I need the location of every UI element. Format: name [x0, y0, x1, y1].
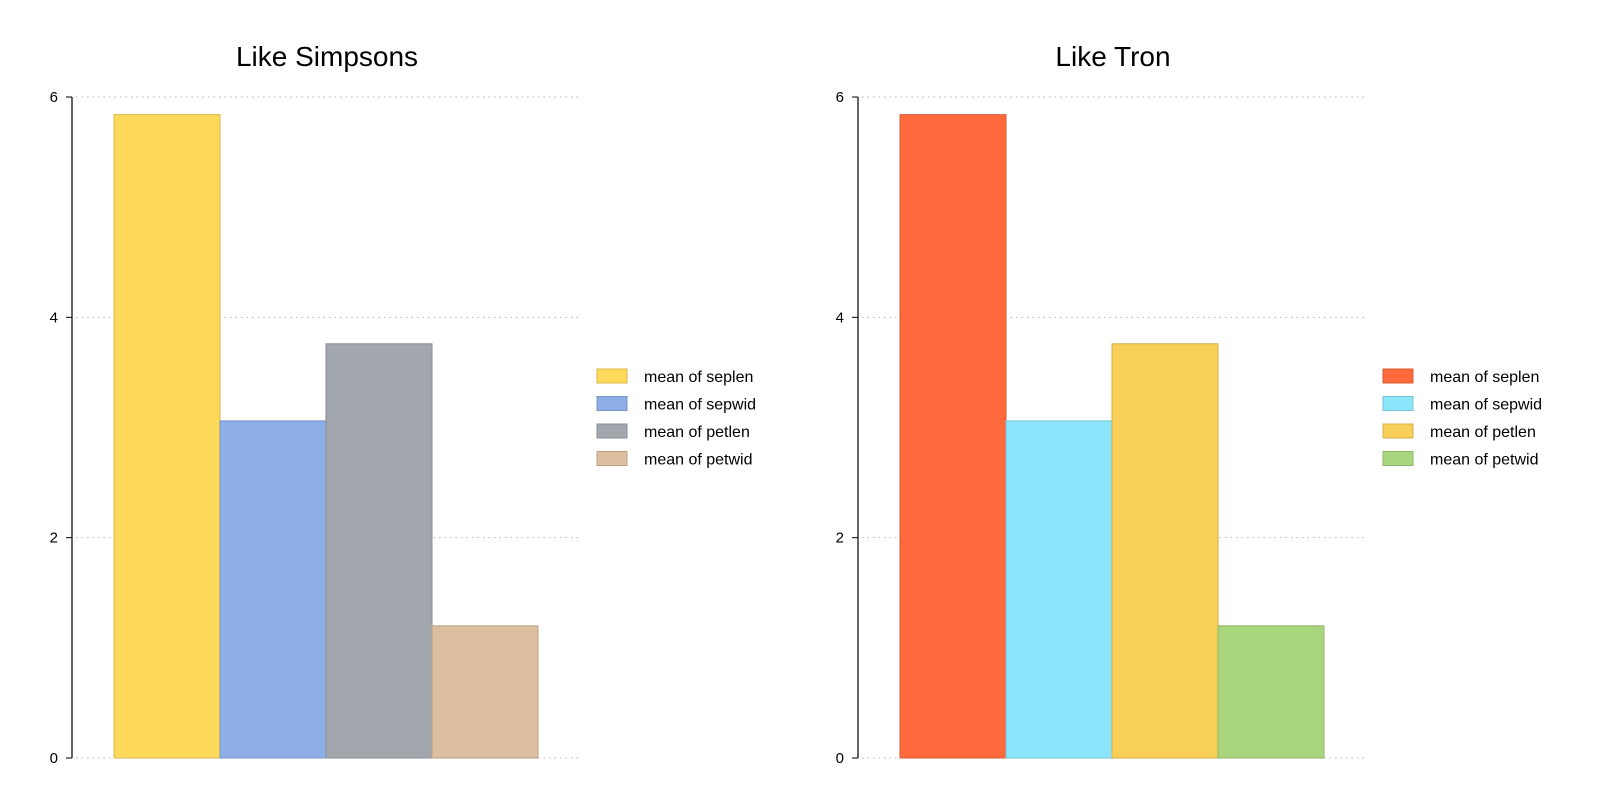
legend-label: mean of sepwid — [644, 397, 756, 414]
chart-panel-tron: Like Tron 0 2 4 6 mean of seplen mean of sepw… — [786, 0, 1586, 800]
y-tick-label: 0 — [836, 750, 844, 767]
legend-label: mean of petwid — [1430, 452, 1539, 469]
bar — [113, 114, 221, 759]
legend-swatch — [596, 396, 628, 411]
bar-chart-simpsons: Like Simpsons 0 2 4 6 mean of seplen mean of … — [50, 41, 756, 767]
chart-title: Like Tron — [1055, 41, 1170, 72]
legend-swatch — [596, 423, 628, 439]
chart-title: Like Simpsons — [236, 41, 418, 72]
bar — [1217, 625, 1325, 759]
y-tick-label: 2 — [836, 530, 844, 547]
legend-label: mean of sepwid — [1430, 397, 1542, 414]
bar — [431, 625, 539, 759]
legend-swatch — [596, 451, 628, 466]
bar — [219, 420, 327, 759]
legend-swatch — [1382, 368, 1414, 384]
legend-swatch — [1382, 451, 1414, 466]
legend-swatch — [596, 368, 628, 384]
legend-label: mean of petlen — [644, 424, 750, 441]
bar-chart-tron: Like Tron 0 2 4 6 mean of seplen mean of sepw… — [836, 41, 1542, 767]
legend-label: mean of petwid — [644, 452, 753, 469]
y-tick-label: 2 — [50, 530, 58, 547]
legend-label: mean of petlen — [1430, 424, 1536, 441]
y-tick-label: 0 — [50, 750, 58, 767]
legend-label: mean of seplen — [644, 369, 753, 386]
bar — [325, 343, 433, 759]
y-tick-label: 6 — [50, 89, 58, 106]
bar — [1005, 420, 1113, 759]
bar — [1111, 343, 1219, 759]
bar — [899, 114, 1007, 759]
legend-swatch — [1382, 423, 1414, 439]
legend-swatch — [1382, 396, 1414, 411]
y-tick-label: 4 — [836, 309, 844, 326]
y-tick-label: 6 — [836, 89, 844, 106]
legend-label: mean of seplen — [1430, 369, 1539, 386]
chart-panel-simpsons: Like Simpsons 0 2 4 6 mean of seplen mean of … — [50, 41, 756, 767]
y-tick-label: 4 — [50, 309, 58, 326]
